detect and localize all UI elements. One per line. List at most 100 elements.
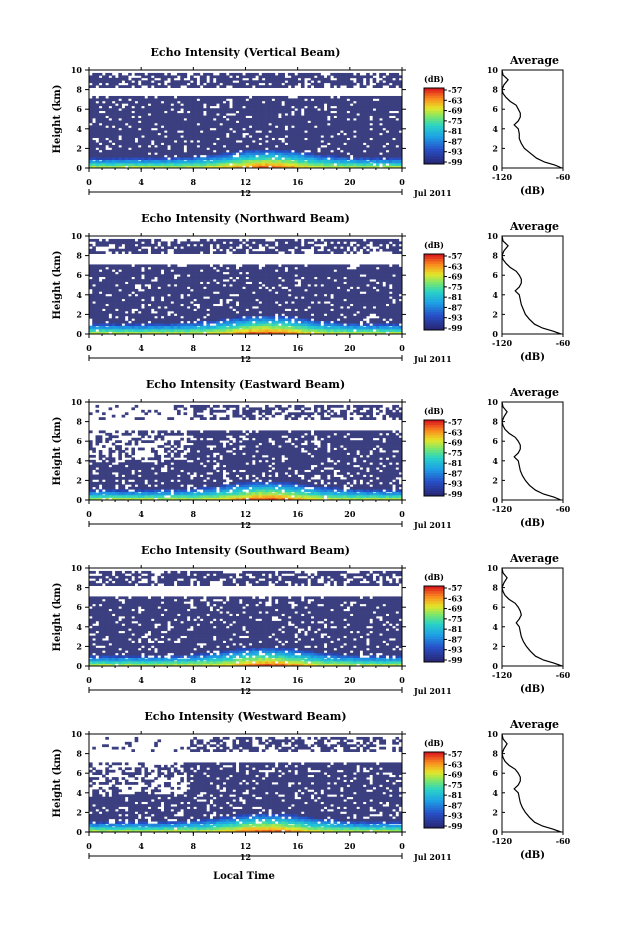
heatmap-cell [268, 323, 272, 327]
heatmap-cell [388, 135, 393, 138]
heatmap-cell [95, 98, 100, 102]
heatmap-cell [118, 142, 122, 146]
heatmap-cell [245, 286, 250, 290]
heatmap-cell [349, 142, 354, 146]
heatmap-cell [307, 296, 312, 300]
heatmap-cell [297, 306, 302, 309]
heatmap-cell [353, 147, 357, 151]
heatmap-cell [317, 122, 321, 126]
heatmap-cell [388, 132, 393, 136]
heatmap-cell [232, 301, 237, 304]
heatmap-cell [281, 142, 285, 146]
heatmap-cell [359, 306, 364, 309]
heatmap-cell [255, 165, 259, 169]
heatmap-cell [255, 320, 259, 324]
heatmap-cell [134, 301, 139, 304]
heatmap-cell [323, 135, 328, 138]
heatmap-cell [336, 163, 341, 166]
heatmap-cell [300, 303, 305, 307]
heatmap-cell [206, 291, 210, 295]
heatmap-cell [366, 154, 370, 158]
heatmap-cell [392, 127, 396, 131]
heatmap-cell [245, 105, 250, 109]
x-tick-label: 20 [344, 177, 356, 187]
heatmap-cell [111, 329, 116, 332]
heatmap-cell [111, 149, 116, 153]
heatmap-cell [147, 298, 152, 302]
heatmap-cell [121, 118, 126, 121]
heatmap-cell [118, 318, 122, 322]
heatmap-cell [95, 165, 100, 169]
heatmap-cell [190, 306, 194, 309]
heatmap-cell [271, 115, 276, 119]
heatmap-cell [294, 331, 299, 335]
heatmap-cell [98, 165, 103, 169]
heatmap-cell [294, 318, 299, 322]
heatmap-cell [330, 147, 334, 151]
heatmap-cell [199, 110, 204, 114]
heatmap-cell [300, 323, 305, 327]
heatmap-cell [353, 288, 357, 292]
heatmap-cell [385, 115, 390, 119]
heatmap-cell [173, 301, 178, 304]
heatmap-cell [108, 152, 113, 156]
heatmap-cell [336, 149, 341, 153]
heatmap-cell [320, 100, 325, 104]
heatmap-cell [196, 159, 201, 163]
heatmap-cell [131, 323, 135, 327]
heatmap-cell [327, 110, 331, 114]
heatmap-cell [173, 329, 178, 332]
heatmap-cell [209, 152, 214, 156]
heatmap-cell [271, 132, 276, 136]
heatmap-cell [252, 331, 256, 335]
heatmap-cell [177, 310, 181, 314]
heatmap-cell [190, 323, 194, 327]
heatmap-cell [111, 98, 116, 102]
heatmap-cell [206, 130, 210, 134]
heatmap-cell [395, 125, 400, 129]
heatmap-cell [105, 77, 109, 81]
heatmap-cell [261, 144, 266, 148]
heatmap-cell [388, 315, 393, 319]
heatmap-cell [366, 103, 370, 107]
heatmap-cell [366, 72, 370, 76]
heatmap-cell [141, 118, 145, 121]
heatmap-cell [359, 301, 364, 304]
heatmap-cell [304, 75, 308, 79]
heatmap-cell [255, 95, 259, 99]
heatmap-cell [118, 165, 122, 169]
colorbar-band [424, 141, 444, 145]
heatmap-cell [170, 82, 175, 86]
heatmap-cell [255, 149, 259, 153]
heatmap-cell [327, 296, 331, 300]
heatmap-cell [173, 149, 178, 153]
heatmap-cell [317, 113, 321, 116]
heatmap-cell [128, 281, 132, 285]
heatmap-cell [193, 159, 197, 163]
heatmap-cell [111, 152, 116, 156]
heatmap-cell [92, 293, 96, 297]
heatmap-cell [232, 149, 237, 153]
heatmap-cell [190, 122, 194, 126]
heatmap-cell [265, 132, 269, 136]
heatmap-cell [203, 163, 207, 166]
heatmap-cell [245, 135, 250, 138]
heatmap-cell [258, 308, 263, 312]
heatmap-cell [297, 325, 302, 329]
heatmap-cell [242, 163, 246, 166]
heatmap-cell [395, 100, 400, 104]
heatmap-cell [134, 298, 139, 302]
heatmap-cell [92, 77, 96, 81]
heatmap-cell [395, 303, 400, 307]
heatmap-cell [141, 122, 145, 126]
heatmap-cell [209, 85, 214, 88]
heatmap-cell [304, 323, 308, 327]
heatmap-cell [219, 137, 224, 141]
heatmap-cell [186, 100, 191, 104]
heatmap-cell [225, 130, 230, 134]
heatmap-cell [173, 122, 178, 126]
heatmap-cell [89, 306, 93, 309]
heatmap-cell [323, 284, 328, 287]
heatmap-cell [320, 165, 325, 169]
heatmap-cell [291, 329, 295, 332]
